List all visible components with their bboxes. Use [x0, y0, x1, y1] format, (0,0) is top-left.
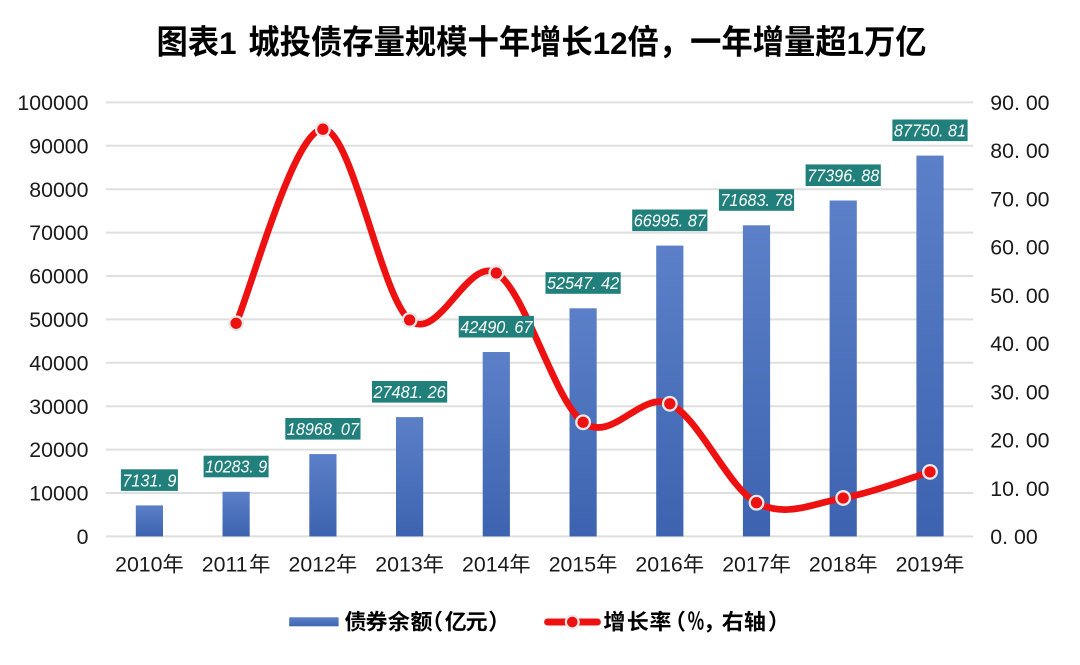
svg-text:18968. 07: 18968. 07: [287, 419, 360, 439]
svg-text:10. 00: 10. 00: [990, 477, 1049, 501]
svg-text:2011: 2011: [202, 553, 248, 577]
svg-text:0: 0: [77, 525, 89, 549]
svg-text:70. 00: 70. 00: [990, 188, 1049, 212]
svg-text:70000: 70000: [29, 221, 88, 245]
svg-text:90. 00: 90. 00: [990, 91, 1049, 115]
svg-text:2016: 2016: [635, 553, 682, 577]
svg-text:40000: 40000: [29, 351, 88, 375]
svg-text:60. 00: 60. 00: [990, 236, 1049, 260]
svg-text:27481. 26: 27481. 26: [373, 382, 446, 402]
svg-text:0. 00: 0. 00: [990, 525, 1038, 549]
svg-text:52547. 42: 52547. 42: [547, 273, 619, 293]
svg-text:2019: 2019: [896, 553, 943, 577]
svg-text:1: 1: [219, 26, 236, 61]
svg-text:80. 00: 80. 00: [990, 139, 1049, 163]
svg-text:7131. 9: 7131. 9: [122, 470, 176, 490]
svg-text:90000: 90000: [29, 134, 88, 158]
svg-text:87750. 81: 87750. 81: [894, 121, 966, 141]
svg-text:50. 00: 50. 00: [990, 284, 1049, 308]
svg-text:20. 00: 20. 00: [990, 429, 1049, 453]
svg-text:12: 12: [593, 26, 628, 61]
svg-text:60000: 60000: [29, 265, 88, 289]
svg-text:2015: 2015: [549, 553, 596, 577]
svg-text:10000: 10000: [29, 482, 88, 506]
svg-text:1: 1: [847, 26, 864, 61]
svg-text:10283. 9: 10283. 9: [205, 457, 267, 477]
svg-text:2012: 2012: [289, 553, 336, 577]
svg-text:77396. 88: 77396. 88: [807, 165, 879, 185]
svg-text:80000: 80000: [29, 178, 88, 202]
svg-text:71683. 78: 71683. 78: [720, 190, 792, 210]
svg-text:50000: 50000: [29, 308, 88, 332]
svg-text:100000: 100000: [17, 91, 88, 115]
svg-text:2017: 2017: [722, 553, 769, 577]
svg-text:42490. 67: 42490. 67: [460, 317, 533, 337]
svg-text:30000: 30000: [29, 395, 88, 419]
svg-text:20000: 20000: [29, 438, 88, 462]
svg-text:2013: 2013: [375, 553, 422, 577]
svg-text:2014: 2014: [462, 553, 510, 577]
svg-text:66995. 87: 66995. 87: [634, 211, 707, 231]
svg-text:2018: 2018: [809, 553, 856, 577]
svg-text:40. 00: 40. 00: [990, 332, 1049, 356]
svg-text:30. 00: 30. 00: [990, 380, 1049, 404]
svg-text:2010: 2010: [115, 553, 163, 577]
